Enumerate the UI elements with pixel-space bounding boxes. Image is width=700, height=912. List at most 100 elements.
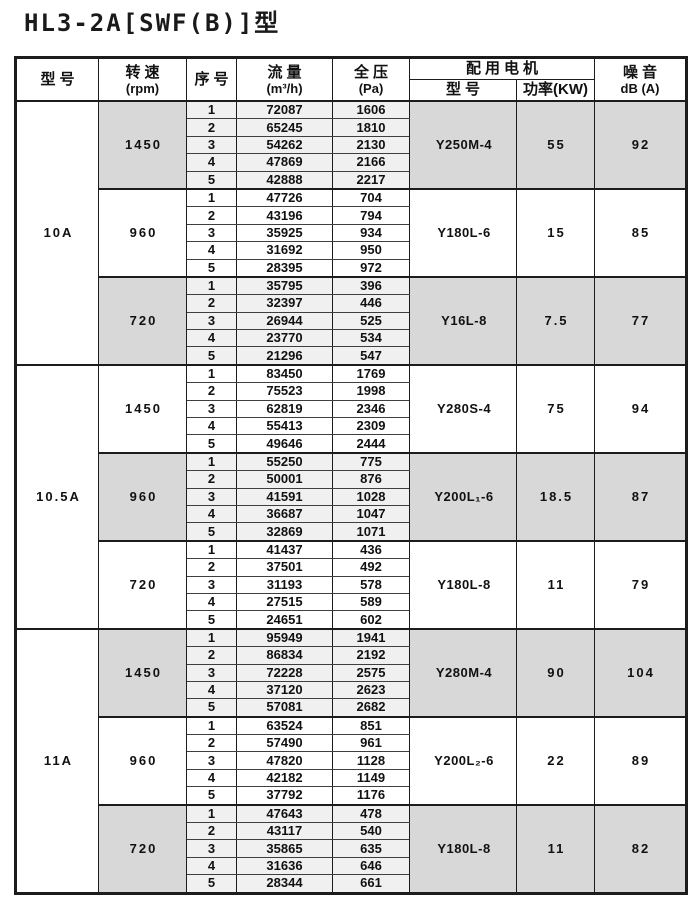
flow-cell: 75523 xyxy=(236,382,333,401)
rpm-cell: 1450 xyxy=(98,100,187,190)
col-header-motor-group-label: 配用电机 xyxy=(466,60,543,77)
flow-cell: 65245 xyxy=(236,118,333,137)
rpm-cell: 720 xyxy=(98,275,187,366)
table-row: 4 27515 589 xyxy=(16,592,687,612)
flow-cell: 72228 xyxy=(236,663,333,682)
pressure-cell: 578 xyxy=(332,575,410,594)
serial-cell: 4 xyxy=(186,329,237,348)
rpm-cell: 1450 xyxy=(98,627,187,718)
pressure-cell: 2682 xyxy=(332,698,410,718)
pressure-cell: 2575 xyxy=(332,663,410,682)
table-row: 2 50001 876 xyxy=(16,470,687,489)
pressure-cell: 2309 xyxy=(332,417,410,436)
motor-power-cell: 55 xyxy=(515,100,596,190)
flow-cell: 43196 xyxy=(236,206,333,225)
serial-cell: 1 xyxy=(186,803,237,824)
motor-model-cell: Y280S-4 xyxy=(409,363,517,454)
flow-cell: 47726 xyxy=(236,187,333,208)
table-row: 3 47820 1128 xyxy=(16,751,687,770)
noise-cell: 82 xyxy=(594,803,688,894)
flow-cell: 55250 xyxy=(236,451,333,472)
serial-cell: 2 xyxy=(186,206,237,225)
col-header-flow-label: 流量 xyxy=(267,63,306,81)
pressure-cell: 1606 xyxy=(332,100,410,120)
pressure-cell: 661 xyxy=(332,874,410,894)
noise-cell: 89 xyxy=(594,715,688,806)
fan-spec-table: 型号 转速 (rpm) 序号 流量 (m³/h) 全压 (Pa) 配用电机 噪音 xyxy=(14,56,689,895)
flow-cell: 50001 xyxy=(236,470,333,489)
flow-cell: 41437 xyxy=(236,539,333,560)
serial-cell: 2 xyxy=(186,646,237,665)
flow-cell: 55413 xyxy=(236,417,333,436)
noise-cell: 92 xyxy=(594,100,688,190)
serial-cell: 5 xyxy=(186,698,237,718)
table-row: 720 1 41437 436 Y180L-8 11 79 xyxy=(16,539,688,630)
serial-cell: 5 xyxy=(186,434,237,454)
pressure-cell: 446 xyxy=(332,294,410,313)
serial-cell: 5 xyxy=(186,346,237,366)
serial-cell: 1 xyxy=(186,363,237,384)
table-row: 4 55413 2309 xyxy=(16,417,687,436)
serial-cell: 3 xyxy=(186,223,237,243)
spec-table-body: 10A 1450 1 72087 1606 Y250M-4 55 92 2 65245 1810 3 5… xyxy=(15,100,688,894)
pressure-cell: 851 xyxy=(332,715,410,736)
flow-cell: 57081 xyxy=(236,698,333,718)
serial-cell: 4 xyxy=(186,153,237,172)
table-row: 4 47869 2166 xyxy=(16,153,687,172)
table-row: 2 43117 540 xyxy=(16,822,687,841)
pressure-cell: 1128 xyxy=(332,751,410,770)
pressure-cell: 794 xyxy=(332,206,410,225)
pressure-cell: 876 xyxy=(332,470,410,489)
model-cell: 10.5A xyxy=(15,363,99,630)
rpm-cell: 1450 xyxy=(98,363,187,454)
pressure-cell: 646 xyxy=(332,856,410,876)
noise-cell: 104 xyxy=(594,627,688,718)
pressure-cell: 2346 xyxy=(332,399,410,419)
noise-cell: 79 xyxy=(594,539,688,630)
pressure-cell: 1810 xyxy=(332,118,410,137)
motor-power-cell: 15 xyxy=(515,187,596,278)
serial-cell: 2 xyxy=(186,734,237,753)
pressure-cell: 2130 xyxy=(332,135,410,155)
flow-cell: 27515 xyxy=(236,592,333,612)
table-row: 10.5A 1450 1 83450 1769 Y280S-4 75 94 xyxy=(15,363,688,630)
flow-cell: 37501 xyxy=(236,558,333,577)
flow-cell: 28344 xyxy=(236,874,333,894)
table-row: 5 49646 2444 xyxy=(16,434,687,454)
col-header-model: 型号 xyxy=(15,57,99,102)
table-row: 10A 1450 1 72087 1606 Y250M-4 55 92 xyxy=(15,100,688,366)
pressure-cell: 1028 xyxy=(332,487,410,506)
pressure-cell: 972 xyxy=(332,258,410,278)
serial-cell: 1 xyxy=(186,451,237,472)
serial-cell: 2 xyxy=(186,470,237,489)
serial-cell: 3 xyxy=(186,135,237,155)
noise-cell: 77 xyxy=(594,275,688,366)
flow-cell: 95949 xyxy=(236,627,333,648)
flow-cell: 31692 xyxy=(236,241,333,260)
table-header: 型号 转速 (rpm) 序号 流量 (m³/h) 全压 (Pa) 配用电机 噪音 xyxy=(15,57,688,102)
pressure-cell: 525 xyxy=(332,311,410,331)
table-row: 3 35865 635 xyxy=(16,839,687,858)
motor-model-cell: Y180L-8 xyxy=(409,803,517,894)
serial-cell: 2 xyxy=(186,382,237,401)
table-row: 720 1 47643 478 Y180L-8 11 82 xyxy=(16,803,688,894)
pressure-cell: 2192 xyxy=(332,646,410,665)
motor-model-cell: Y200L₁-6 xyxy=(409,451,517,542)
pressure-cell: 961 xyxy=(332,734,410,753)
motor-power-cell: 18.5 xyxy=(515,451,596,542)
col-header-motor-model-label: 型号 xyxy=(445,81,484,98)
serial-cell: 3 xyxy=(186,839,237,858)
flow-cell: 35795 xyxy=(236,275,333,296)
table-row: 4 31636 646 xyxy=(16,856,687,876)
table-row: 3 41591 1028 xyxy=(16,487,687,506)
table-row: 720 1 35795 396 Y16L-8 7.5 77 xyxy=(16,275,688,366)
serial-cell: 2 xyxy=(186,822,237,841)
serial-cell: 3 xyxy=(186,663,237,682)
motor-power-cell: 11 xyxy=(515,803,596,894)
table-row: 3 54262 2130 xyxy=(16,135,687,155)
table-row: 11A 1450 1 95949 1941 Y280M-4 90 104 xyxy=(15,627,688,894)
model-cell: 10A xyxy=(15,100,99,366)
pressure-cell: 1071 xyxy=(332,522,410,542)
table-row: 2 57490 961 xyxy=(16,734,687,753)
flow-cell: 86834 xyxy=(236,646,333,665)
